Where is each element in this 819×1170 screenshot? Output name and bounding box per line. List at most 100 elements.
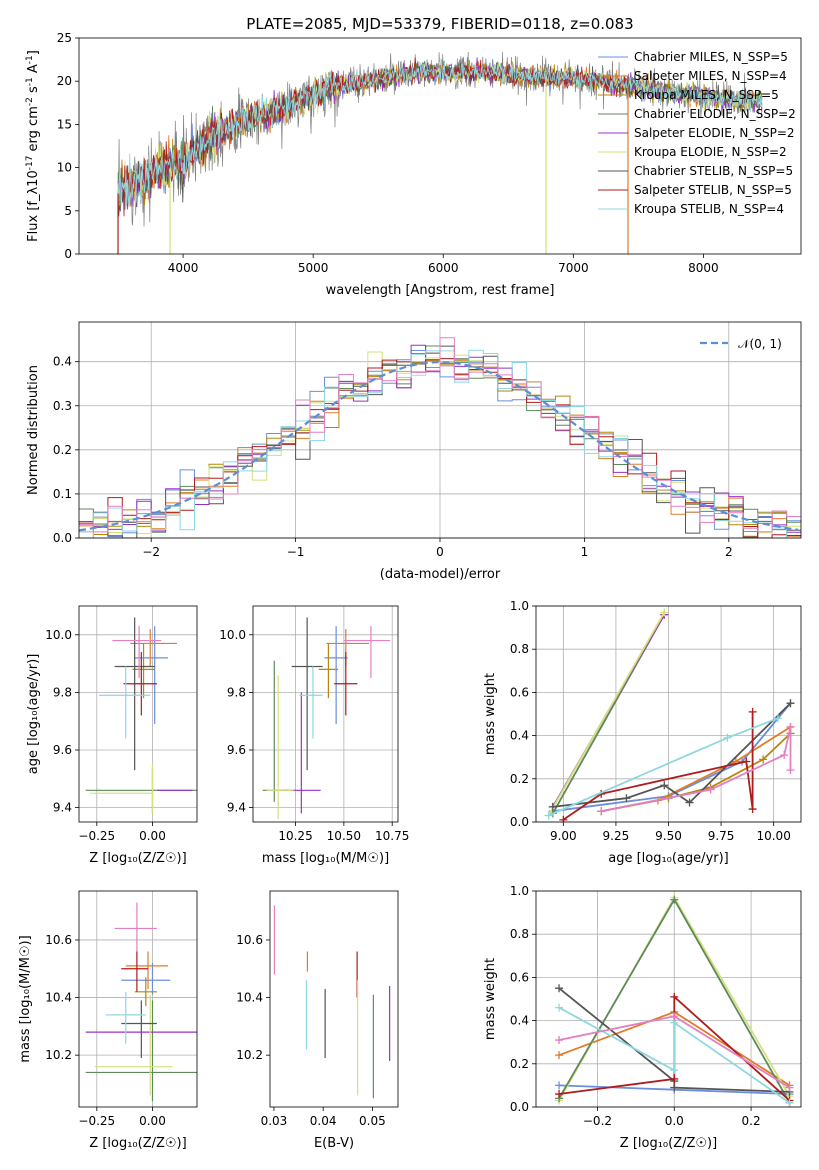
series-marker <box>786 766 795 775</box>
x-axis-label: (data-model)/error <box>380 567 501 582</box>
y-tick-label: 9.6 <box>227 743 246 757</box>
residual-histogram <box>79 350 801 538</box>
panel-age_vs_Z: −0.25 0.00 9.4 9.6 9.8 10.0 Z [log₁₀(Z/Z☉)] age… <box>26 605 198 866</box>
series-line <box>552 702 792 808</box>
ticks: −0.2 0.0 0.2 0.0 0.2 0.4 0.6 0.8 1.0 <box>510 884 761 1128</box>
legend: 𝒩(0, 1) <box>700 337 782 351</box>
x-tick-label: −0.25 <box>78 1114 115 1128</box>
y-axis-label: mass weight <box>483 958 498 1040</box>
y-tick-label: 10.4 <box>236 991 263 1005</box>
series-marker <box>670 1066 679 1075</box>
plot-area <box>262 617 391 820</box>
x-tick-label: −2 <box>142 545 160 559</box>
chart-title: PLATE=2085, MJD=53379, FIBERID=0118, z=0… <box>246 15 633 33</box>
weight-series <box>544 714 782 820</box>
errorbar-point <box>121 1000 157 1059</box>
x-tick-label: 0.03 <box>261 1114 288 1128</box>
series-marker <box>555 1090 564 1099</box>
y-tick-label: 10.2 <box>45 1048 72 1062</box>
errorbar-point <box>90 764 154 814</box>
errorbar-point <box>99 666 151 739</box>
x-tick-label: 5000 <box>298 261 329 275</box>
weight-series <box>559 707 757 822</box>
x-tick-label: 8000 <box>688 261 719 275</box>
series-marker <box>622 794 631 803</box>
y-tick-label: 9.8 <box>227 685 246 699</box>
y-tick-label: 0.3 <box>53 399 72 413</box>
y-tick-label: 0.2 <box>510 772 529 786</box>
y-tick-label: 20 <box>57 74 72 88</box>
x-tick-label: 10.75 <box>375 829 409 843</box>
y-axis-label: age [log₁₀(age/yr)] <box>26 654 41 775</box>
x-tick-label: 0 <box>436 545 444 559</box>
x-axis-label: E(B-V) <box>314 1136 354 1151</box>
legend-entry: Salpeter MILES, N_SSP=4 <box>634 69 787 83</box>
y-tick-label: 0.8 <box>510 927 529 941</box>
legend-entry: Chabrier ELODIE, N_SSP=2 <box>634 107 796 121</box>
panel-weight_vs_Z: −0.2 0.0 0.2 0.0 0.2 0.4 0.6 0.8 1.0 Z [log₁₀(Z/Z… <box>483 884 802 1151</box>
y-tick-label: 1.0 <box>510 599 529 613</box>
errorbar-point <box>318 643 339 699</box>
axes-frame <box>78 890 198 1108</box>
y-tick-label: 0.8 <box>510 642 529 656</box>
series-marker <box>597 807 606 816</box>
series-marker <box>780 751 789 760</box>
series-line <box>548 717 779 817</box>
x-tick-label: 10.25 <box>278 829 312 843</box>
y-tick-label: 0 <box>64 247 72 261</box>
model-line <box>117 58 763 207</box>
y-tick-label: 0.0 <box>510 1100 529 1114</box>
plot-area <box>544 608 795 822</box>
axes-frame <box>78 321 802 539</box>
x-axis-label: Z [log₁₀(Z/Z☉)] <box>620 1136 717 1151</box>
errorbar-point <box>85 1000 197 1102</box>
normal-curve <box>79 360 799 532</box>
y-tick-label: 1.0 <box>510 884 529 898</box>
errorbar-point <box>121 951 149 992</box>
y-tick-label: 10.2 <box>236 1048 263 1062</box>
y-tick-label: 0.0 <box>53 531 72 545</box>
y-axis-label: Normed distribution <box>26 365 41 495</box>
errorbar-point <box>262 660 288 802</box>
y-tick-label: 9.8 <box>53 685 72 699</box>
errorbar-point <box>125 951 169 989</box>
ticks: −0.25 0.00 9.4 9.6 9.8 10.0 <box>45 628 166 843</box>
x-tick-label: 9.25 <box>603 829 630 843</box>
series-marker <box>548 802 557 811</box>
gridlines <box>536 605 801 823</box>
y-axis-label: mass [log₁₀(M/M☉)] <box>18 935 33 1062</box>
ticks: 4000 5000 6000 7000 8000 0 5 10 15 20 25 <box>57 31 719 275</box>
panel-spectrum: 4000 5000 6000 7000 8000 0 5 10 15 20 25 wavelength… <box>25 15 802 298</box>
axes-frame <box>252 605 399 823</box>
errorbar-point <box>299 666 323 739</box>
x-axis-label: age [log₁₀(age/yr)] <box>608 851 729 866</box>
plot-area <box>117 51 763 254</box>
y-tick-label: 10.0 <box>45 628 72 642</box>
series-marker <box>759 755 768 764</box>
series-marker <box>748 805 757 814</box>
panel-residuals: −2 −1 0 1 2 0.0 0.1 0.2 0.3 0.4 (data-model)/error… <box>26 321 802 582</box>
series-marker <box>685 798 694 807</box>
series-marker <box>706 785 715 794</box>
series-marker <box>785 1098 794 1107</box>
errorbar-point <box>114 617 155 771</box>
series-marker <box>670 992 679 1001</box>
weight-series <box>597 722 795 816</box>
y-tick-label: 25 <box>57 31 72 45</box>
series-marker <box>544 811 553 820</box>
series-line <box>547 612 666 816</box>
legend-entry: Salpeter STELIB, N_SSP=5 <box>634 183 792 197</box>
panel-mass_vs_ebv: 0.03 0.04 0.05 10.2 10.4 10.6 E(B-V) <box>236 890 399 1151</box>
series-marker <box>670 895 679 904</box>
x-axis-label: mass [log₁₀(M/M☉)] <box>262 851 389 866</box>
y-tick-label: 0.4 <box>510 1014 529 1028</box>
y-tick-label: 0.2 <box>53 443 72 457</box>
legend-entry: 𝒩(0, 1) <box>738 337 782 351</box>
x-tick-label: 10.50 <box>327 829 361 843</box>
y-tick-label: 0.6 <box>510 685 529 699</box>
plot-area <box>85 902 197 1102</box>
legend-entry: Kroupa MILES, N_SSP=5 <box>634 88 779 102</box>
y-tick-label: 9.6 <box>53 743 72 757</box>
x-tick-label: −1 <box>287 545 305 559</box>
series-marker <box>559 815 568 822</box>
